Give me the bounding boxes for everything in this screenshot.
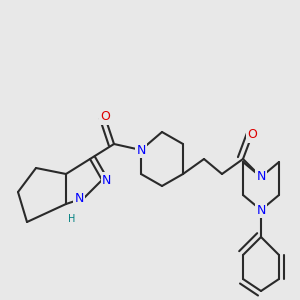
Text: N: N xyxy=(136,143,146,157)
Text: H: H xyxy=(68,214,76,224)
Text: N: N xyxy=(75,191,84,205)
Text: N: N xyxy=(256,170,266,184)
Text: O: O xyxy=(100,110,110,124)
Text: O: O xyxy=(247,128,257,142)
Text: N: N xyxy=(102,173,111,187)
Text: N: N xyxy=(256,203,266,217)
